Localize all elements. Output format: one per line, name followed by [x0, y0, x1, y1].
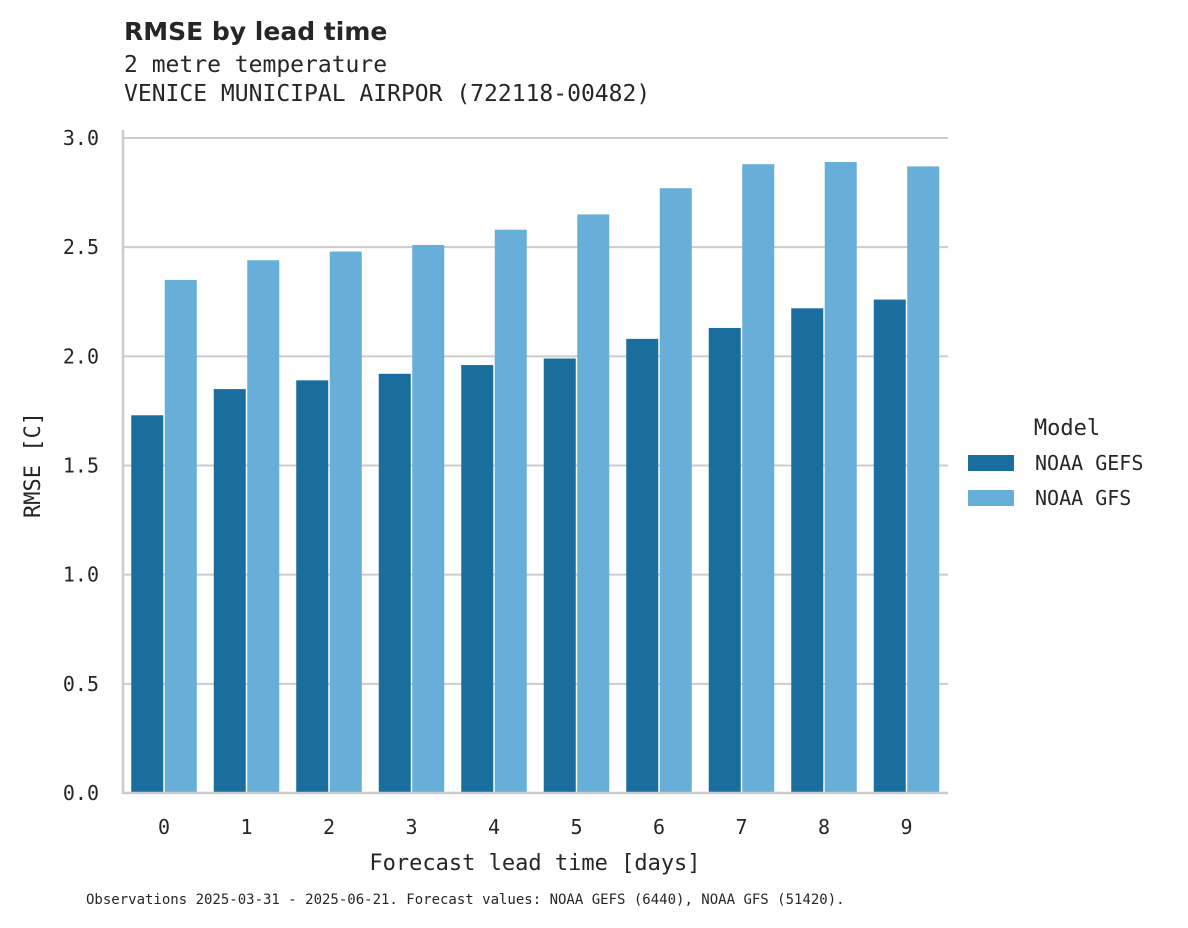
- bar-gfs-6: [659, 188, 692, 793]
- x-axis-label: Forecast lead time [days]: [369, 851, 700, 876]
- x-tick-label: 5: [570, 815, 582, 839]
- bar-gfs-9: [907, 166, 940, 794]
- bar-gefs-1: [213, 389, 246, 793]
- bars: [131, 162, 940, 794]
- x-tick-label: 4: [488, 815, 500, 839]
- chart-subtitle-station: VENICE MUNICIPAL AIRPOR (722118-00482): [124, 81, 651, 107]
- legend: Model NOAA GEFS NOAA GFS: [968, 416, 1143, 510]
- tick-labels: 0.0 0.5 1.0 1.5 2.0 2.5 3.0 0 1 2 3 4 5 6 7 8 9: [63, 126, 913, 839]
- x-tick-label: 8: [818, 815, 830, 839]
- x-tick-label: 1: [240, 815, 252, 839]
- x-tick-label: 2: [323, 815, 335, 839]
- y-tick-label: 0.0: [63, 781, 99, 805]
- bar-gefs-8: [791, 308, 824, 793]
- y-tick-label: 3.0: [63, 126, 99, 150]
- bar-gefs-9: [873, 299, 906, 793]
- legend-title: Model: [1034, 416, 1100, 441]
- x-tick-label: 0: [158, 815, 170, 839]
- legend-swatch-gfs: [968, 490, 1014, 506]
- y-tick-label: 2.0: [63, 344, 99, 368]
- grid-lines: [123, 137, 948, 685]
- x-tick-label: 9: [900, 815, 912, 839]
- bar-gefs-3: [378, 373, 411, 793]
- bar-gfs-4: [494, 229, 527, 793]
- x-tick-label: 6: [653, 815, 665, 839]
- y-axis-label: RMSE [C]: [21, 412, 46, 518]
- bar-gfs-0: [164, 279, 197, 794]
- y-tick-label: 1.5: [63, 454, 99, 478]
- footnote: Observations 2025-03-31 - 2025-06-21. Fo…: [86, 892, 845, 908]
- bar-gfs-8: [824, 162, 857, 793]
- bar-chart: 0.0 0.5 1.0 1.5 2.0 2.5 3.0 0 1 2 3 4 5 6 7 8 9 Forecast…: [21, 126, 1143, 876]
- bar-gefs-4: [461, 365, 494, 793]
- bar-gfs-7: [742, 164, 775, 793]
- y-tick-label: 1.0: [63, 563, 99, 587]
- legend-label-gfs: NOAA GFS: [1035, 486, 1131, 510]
- axes: [121, 130, 948, 795]
- x-tick-label: 7: [735, 815, 747, 839]
- legend-label-gefs: NOAA GEFS: [1035, 451, 1143, 475]
- bar-gefs-2: [296, 380, 329, 793]
- bar-gfs-3: [412, 244, 445, 793]
- bar-gfs-1: [247, 260, 280, 793]
- bar-gfs-5: [577, 214, 610, 793]
- chart-title: RMSE by lead time: [124, 17, 388, 46]
- bar-gefs-5: [543, 358, 576, 793]
- legend-swatch-gefs: [968, 455, 1014, 471]
- x-tick-label: 3: [405, 815, 417, 839]
- bar-gefs-7: [708, 327, 741, 793]
- bar-gefs-0: [131, 415, 164, 793]
- bar-gefs-6: [626, 338, 659, 793]
- y-tick-label: 2.5: [63, 235, 99, 259]
- bar-gfs-2: [329, 251, 362, 794]
- y-tick-label: 0.5: [63, 672, 99, 696]
- chart-subtitle-variable: 2 metre temperature: [124, 52, 388, 78]
